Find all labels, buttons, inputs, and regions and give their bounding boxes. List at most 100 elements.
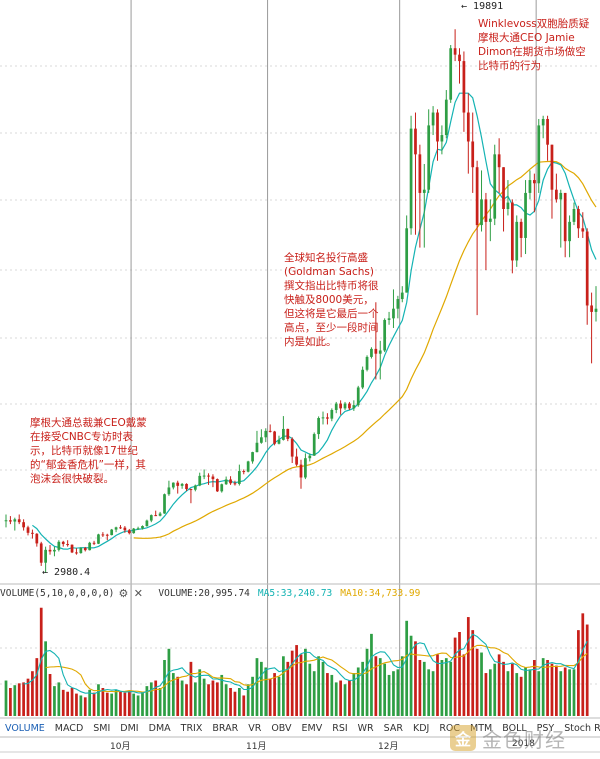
- tab-stoch-rsi[interactable]: Stoch RSI: [564, 722, 600, 734]
- candle-body: [163, 494, 166, 514]
- tab-vr[interactable]: VR: [248, 722, 262, 734]
- candle: [132, 527, 136, 534]
- candle: [39, 541, 43, 566]
- candle: [282, 416, 285, 441]
- candle-body: [528, 180, 532, 193]
- volume-bar: [506, 671, 510, 716]
- tab-emv[interactable]: EMV: [301, 722, 323, 734]
- volume-bar: [295, 645, 298, 716]
- candle-body: [334, 403, 338, 410]
- candle-body: [4, 520, 8, 522]
- candle-body: [237, 471, 241, 484]
- volume-bar: [462, 654, 466, 716]
- candle-body: [35, 533, 39, 544]
- candle-body: [568, 221, 571, 242]
- volume-bar: [193, 682, 197, 716]
- volume-bar: [510, 663, 514, 716]
- tab-brar[interactable]: BRAR: [212, 722, 239, 734]
- candle-body: [572, 209, 576, 222]
- candle-body: [348, 403, 351, 409]
- tab-smi[interactable]: SMI: [93, 722, 111, 734]
- candle: [224, 476, 228, 485]
- candle-body: [524, 192, 527, 238]
- candle-body: [198, 475, 202, 486]
- candle: [493, 144, 497, 226]
- candle: [286, 428, 290, 442]
- candle: [555, 173, 558, 203]
- volume-bar: [422, 661, 426, 716]
- candle-body: [141, 526, 144, 529]
- candle: [326, 413, 329, 425]
- time-label-2018: 2018: [512, 739, 535, 749]
- volume-bar: [66, 691, 70, 716]
- candle: [400, 286, 404, 303]
- candle: [462, 51, 466, 132]
- tab-wr[interactable]: WR: [357, 722, 374, 734]
- close-icon[interactable]: ✕: [133, 586, 143, 600]
- volume-bar: [541, 658, 545, 716]
- tab-dma[interactable]: DMA: [148, 722, 171, 734]
- volume-bar: [251, 676, 254, 716]
- candle-body: [356, 387, 360, 406]
- candle: [119, 525, 122, 529]
- volume-bar: [550, 663, 554, 716]
- candle-body: [304, 458, 307, 478]
- tab-trix[interactable]: TRIX: [180, 722, 203, 734]
- tab-mtm[interactable]: MTM: [470, 722, 493, 734]
- gear-icon[interactable]: ⚙: [118, 586, 129, 600]
- volume-bar: [396, 669, 400, 716]
- candle-body: [343, 403, 347, 409]
- candle-body: [488, 218, 492, 222]
- candle-body: [519, 221, 523, 238]
- tab-volume[interactable]: VOLUME: [5, 722, 45, 734]
- volume-bar: [304, 648, 307, 716]
- candle-body: [440, 135, 444, 142]
- tab-dmi[interactable]: DMI: [120, 722, 139, 734]
- candle: [308, 453, 312, 462]
- candle-body: [282, 428, 285, 440]
- candle: [396, 295, 400, 319]
- candle: [17, 514, 21, 525]
- volume-bar: [154, 680, 158, 716]
- low-price-label: ← 2980.4: [42, 567, 91, 578]
- volume-header: VOLUME(5,10,0,0,0,0) ⚙ ✕ VOLUME:20,995.7…: [0, 586, 600, 601]
- tab-sar[interactable]: SAR: [383, 722, 403, 734]
- candle-body: [13, 519, 17, 522]
- tab-obv[interactable]: OBV: [271, 722, 292, 734]
- tab-boll[interactable]: BOLL: [502, 722, 527, 734]
- candle-body: [444, 99, 448, 136]
- candle-body: [286, 428, 290, 439]
- tab-psy[interactable]: PSY: [536, 722, 555, 734]
- volume-value: VOLUME:20,995.74: [158, 588, 250, 599]
- candle-body: [577, 209, 580, 229]
- candle: [334, 401, 338, 414]
- volume-bar: [414, 641, 417, 716]
- candle-body: [53, 549, 56, 552]
- volume-bar: [180, 680, 184, 716]
- tab-rsi[interactable]: RSI: [332, 722, 348, 734]
- candle-body: [88, 542, 92, 551]
- volume-bar: [185, 684, 188, 716]
- candle-body: [119, 527, 122, 529]
- high-price-value: 19891: [473, 1, 504, 12]
- candle-body: [136, 528, 140, 530]
- volume-bar: [233, 691, 237, 716]
- candle-body: [559, 192, 563, 200]
- tab-macd[interactable]: MACD: [54, 722, 84, 734]
- volume-bar: [48, 674, 52, 716]
- volume-bar: [207, 684, 210, 716]
- volume-bar: [572, 669, 576, 716]
- volume-bar: [493, 663, 497, 716]
- tab-kdj[interactable]: KDJ: [412, 722, 430, 734]
- candle-body: [273, 431, 276, 444]
- volume-ma10-value: MA10:34,733.99: [340, 588, 421, 599]
- volume-bar: [453, 637, 457, 716]
- volume-bar: [57, 682, 61, 716]
- candle-body: [101, 534, 105, 536]
- volume-bar: [444, 658, 448, 716]
- volume-bar: [378, 658, 382, 716]
- candle: [193, 484, 197, 492]
- tab-roc[interactable]: ROC: [439, 722, 461, 734]
- candle-body: [422, 189, 426, 193]
